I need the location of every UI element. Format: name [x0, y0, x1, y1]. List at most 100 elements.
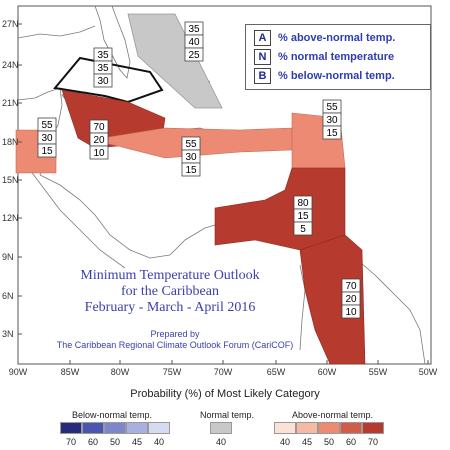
colorbar-swatch-below	[104, 422, 126, 434]
lat-label: 12N	[2, 213, 19, 223]
colorbar-swatch-above	[296, 422, 318, 434]
value-n-bahamas: 40	[188, 37, 200, 48]
map-title-line2: for the Caribbean	[121, 284, 219, 299]
value-box-belize: 55 30 15	[37, 117, 57, 158]
latitude-labels: 27N 24N 21N 18N 15N 12N 9N 6N 3N	[2, 19, 22, 339]
colorbar-value-below: 45	[131, 437, 142, 447]
longitude-labels: 90W 85W 80W 75W 70W 65W 60W 55W 50W	[9, 360, 438, 375]
colorbar-swatch-above	[318, 422, 340, 434]
value-cell-b	[93, 73, 113, 88]
lon-label: 50W	[419, 367, 438, 375]
value-b-greater-antilles: 15	[185, 165, 197, 176]
colorbar-swatch-above	[340, 422, 362, 434]
colorbar-swatch-below	[148, 422, 170, 434]
value-box-leeward-islands: 55 30 15	[322, 99, 342, 140]
value-box-windward-trinidad: 80 15 5	[293, 195, 313, 236]
colorbar-value-above: 40	[279, 437, 290, 447]
value-a-windward-trinidad: 80	[297, 198, 309, 209]
value-cell-b	[181, 162, 201, 177]
legend-row-below: B % below-normal temp.	[254, 68, 395, 84]
lon-label: 65W	[267, 367, 286, 375]
lat-label: 9N	[2, 252, 14, 262]
prepared-by: Prepared by	[150, 329, 200, 339]
value-b-cuba-north: 30	[97, 76, 109, 87]
value-cell-b	[37, 143, 57, 158]
colorbar-normal-label: Normal temp.	[200, 410, 255, 420]
category-legend: A % above-normal temp. N % normal temper…	[245, 24, 431, 90]
colorbar-swatch-normal	[210, 422, 232, 434]
legend-label-normal: % normal temperature	[278, 51, 395, 63]
colorbar-value-below: 70	[65, 437, 76, 447]
lon-label: 75W	[163, 367, 182, 375]
value-a-guianas: 70	[345, 281, 357, 292]
value-b-leeward-islands: 15	[326, 128, 338, 139]
value-cell-b	[341, 304, 361, 319]
colorbar-value-above: 70	[367, 437, 378, 447]
value-n-leeward-islands: 30	[326, 115, 338, 126]
lat-label: 15N	[2, 175, 19, 185]
legend-row-normal: N % normal temperature	[254, 49, 394, 65]
colorbar-value-below: 50	[109, 437, 120, 447]
lon-label: 55W	[369, 367, 388, 375]
colorbar-swatch-below	[126, 422, 148, 434]
legend-key-b: B	[254, 68, 271, 84]
value-a-belize: 55	[41, 120, 53, 131]
colorbar-value-above: 50	[323, 437, 334, 447]
legend-label-above: % above-normal temp.	[278, 32, 396, 44]
value-a-cuba-jamaica: 70	[93, 122, 105, 133]
value-b-windward-trinidad: 5	[300, 224, 306, 235]
value-box-cuba-jamaica: 70 20 10	[89, 119, 109, 160]
legend-key-n: N	[254, 49, 271, 65]
lat-label: 24N	[2, 60, 19, 70]
lon-label: 90W	[9, 367, 28, 375]
map-title-line1: Minimum Temperature Outlook	[80, 268, 260, 283]
value-n-cuba-north: 35	[97, 63, 109, 74]
colorbar-above-label: Above-normal temp.	[292, 410, 374, 420]
lat-label: 27N	[2, 19, 19, 29]
legend-row-above: A % above-normal temp.	[254, 30, 395, 46]
value-cell-b	[293, 221, 313, 236]
value-boxes: 35 40 25 35 35 30 70 20 10 55 30 15 55 30 15 55 30 15 80 15…	[37, 21, 361, 319]
colorbar-value-below: 60	[87, 437, 98, 447]
lon-label: 70W	[214, 367, 233, 375]
region-guianas	[299, 234, 366, 365]
value-box-cuba-north: 35 35 30	[93, 47, 113, 88]
colorbar-below-label: Below-normal temp.	[72, 410, 153, 420]
value-box-bahamas: 35 40 25	[184, 21, 204, 62]
lat-label: 21N	[2, 98, 19, 108]
colorbar-value-below: 40	[153, 437, 164, 447]
colorbar-value-normal: 40	[215, 437, 226, 447]
value-cell-b	[184, 47, 204, 62]
colorbar-value-above: 60	[345, 437, 356, 447]
value-a-leeward-islands: 55	[326, 102, 338, 113]
value-b-cuba-jamaica: 10	[93, 148, 105, 159]
lat-label: 3N	[2, 329, 14, 339]
value-a-bahamas: 35	[188, 24, 200, 35]
value-n-windward-trinidad: 15	[297, 211, 309, 222]
value-box-greater-antilles: 55 30 15	[181, 136, 201, 177]
value-n-cuba-jamaica: 20	[93, 135, 105, 146]
lon-label: 60W	[318, 367, 337, 375]
lat-label: 6N	[2, 291, 14, 301]
colorbar-title: Probability (%) of Most Likely Category	[130, 388, 320, 400]
colorbar-swatch-below	[82, 422, 104, 434]
value-n-greater-antilles: 30	[185, 152, 197, 163]
value-box-guianas: 70 20 10	[341, 278, 361, 319]
legend-label-below: % below-normal temp.	[278, 70, 395, 82]
value-cell-b	[322, 125, 342, 140]
value-b-bahamas: 25	[188, 50, 200, 61]
value-b-guianas: 10	[345, 307, 357, 318]
value-a-cuba-north: 35	[97, 50, 109, 61]
prepared-organization: The Caribbean Regional Climate Outlook F…	[56, 340, 294, 350]
lon-label: 85W	[61, 367, 80, 375]
lon-label: 80W	[111, 367, 130, 375]
region-windward-trinidad	[214, 167, 346, 251]
region-bahamas	[127, 13, 223, 109]
region-cuba-north	[53, 56, 164, 104]
colorbar-swatch-above	[362, 422, 384, 434]
map-title-line3: February - March - April 2016	[84, 300, 256, 315]
lat-label: 18N	[2, 137, 19, 147]
value-b-belize: 15	[41, 146, 53, 157]
value-cell-b	[89, 145, 109, 160]
colorbar-value-above: 45	[301, 437, 312, 447]
